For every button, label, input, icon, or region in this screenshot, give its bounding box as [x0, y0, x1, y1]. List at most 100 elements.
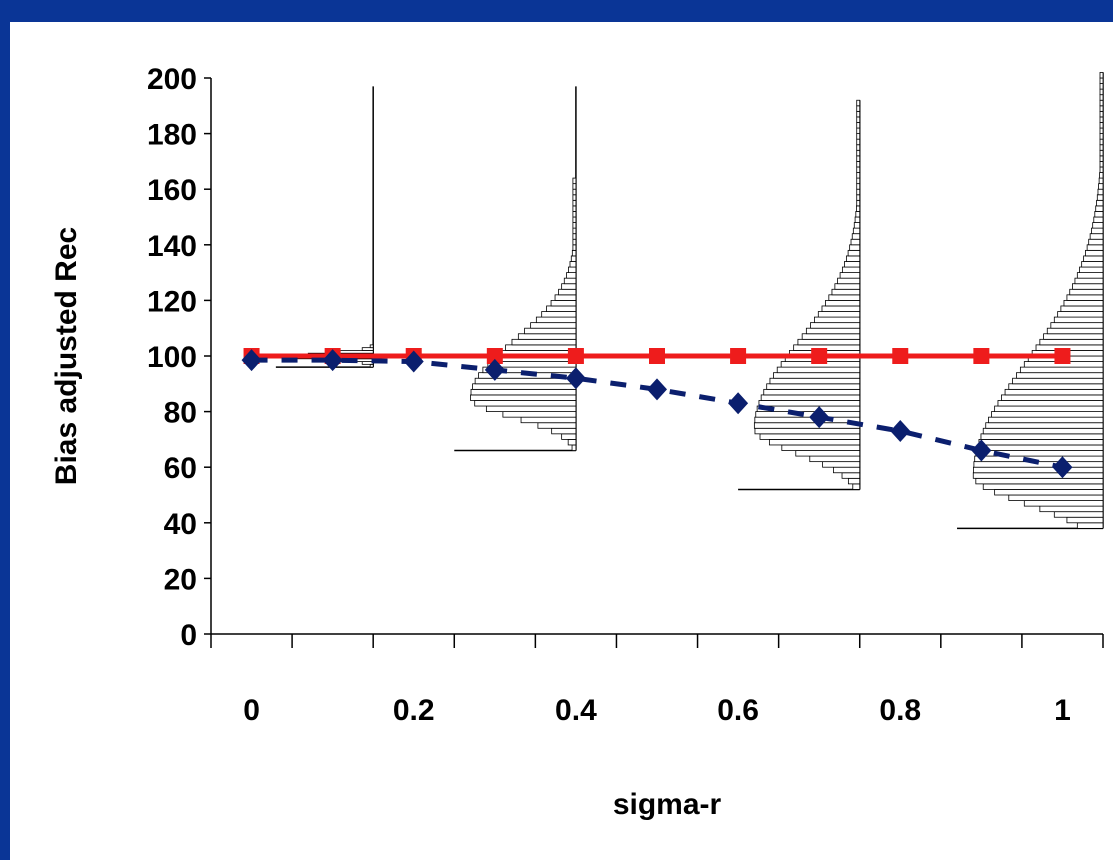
- series-marker-diamond: [403, 350, 424, 373]
- histogram-bar: [567, 438, 577, 446]
- histogram-bar: [1093, 216, 1104, 223]
- histogram-bar: [558, 288, 577, 296]
- histogram-bar: [844, 261, 861, 268]
- histogram-bar: [805, 327, 861, 335]
- histogram-bar: [369, 344, 374, 349]
- histogram-bar: [1099, 127, 1104, 135]
- histogram-bar: [572, 227, 577, 235]
- histogram-bar: [566, 272, 577, 279]
- histogram-bar: [530, 322, 577, 329]
- histogram-bar: [753, 422, 861, 429]
- histogram-bar: [856, 160, 861, 168]
- histogram-bar: [511, 338, 577, 346]
- histogram-bar: [831, 288, 861, 296]
- histogram-bar: [1081, 261, 1104, 268]
- histogram-bar: [1074, 277, 1104, 285]
- histogram-bar: [837, 277, 861, 285]
- histogram-bar: [994, 405, 1104, 413]
- series-marker-square: [486, 348, 503, 364]
- series-marker-diamond: [1052, 456, 1073, 479]
- histogram-bar: [980, 433, 1104, 440]
- histogram-bar: [1092, 222, 1104, 229]
- y-tick-label: 20: [164, 563, 197, 596]
- histogram-bar: [369, 363, 374, 368]
- histogram-bar: [572, 238, 577, 246]
- y-tick-label: 40: [164, 508, 197, 541]
- series-marker-square: [1054, 348, 1071, 364]
- histogram-bar: [758, 400, 861, 407]
- series-marker-diamond: [809, 406, 830, 429]
- histogram-bar: [550, 299, 577, 307]
- histogram-bar: [769, 377, 861, 385]
- histogram-bar: [1099, 105, 1104, 112]
- histogram-bar: [856, 177, 861, 185]
- histogram-bar: [856, 122, 861, 129]
- histogram-bar: [1099, 149, 1104, 157]
- histogram-bar: [982, 483, 1104, 490]
- histogram-bar: [847, 477, 861, 485]
- histogram-bar: [855, 211, 861, 218]
- histogram-bar: [856, 99, 861, 107]
- histogram-bar: [795, 450, 861, 457]
- histogram-bar: [1099, 72, 1104, 79]
- series-marker-square: [649, 348, 665, 364]
- histogram-bar: [854, 216, 861, 223]
- histogram-bar: [1099, 133, 1104, 140]
- histogram-bar: [814, 316, 861, 324]
- y-tick-label: 100: [147, 341, 197, 374]
- histogram-bar: [1096, 199, 1104, 207]
- histogram-bar: [572, 233, 577, 240]
- histogram-bar: [524, 327, 577, 335]
- histogram-bar: [1091, 227, 1104, 235]
- histogram-bar: [505, 344, 577, 351]
- histogram-bar: [1039, 505, 1104, 513]
- series-layer: [241, 348, 1073, 479]
- histogram-bar: [572, 177, 577, 185]
- histogram-bar: [1046, 327, 1104, 335]
- histogram-bar: [856, 194, 861, 201]
- series-marker-square: [892, 348, 909, 364]
- histogram-bar: [1099, 138, 1104, 146]
- histogram-bar: [856, 205, 861, 212]
- histogram-bar: [821, 305, 861, 312]
- histogram-bar: [817, 311, 861, 318]
- y-tick-label: 140: [147, 230, 197, 263]
- histogram-bar: [572, 188, 577, 196]
- histogram-bar: [470, 388, 577, 396]
- histogram-bar: [856, 183, 861, 190]
- histogram-bar: [852, 227, 861, 235]
- histogram-bar: [856, 149, 861, 157]
- series-marker-diamond: [971, 439, 992, 462]
- histogram-bar: [856, 105, 861, 112]
- histogram-bar: [976, 444, 1104, 451]
- y-tick-label: 60: [164, 452, 197, 485]
- distribution-sigma-0.6: [738, 99, 861, 491]
- histogram-bar: [572, 244, 577, 251]
- histogram-bar: [535, 316, 577, 324]
- histogram-bar: [978, 438, 1104, 446]
- histogram-bar: [847, 249, 861, 257]
- histogram-bar: [856, 144, 861, 151]
- histogram-bar: [988, 416, 1104, 424]
- histogram-bar: [1069, 288, 1104, 296]
- histogram-bar: [572, 216, 577, 223]
- x-tick-label: 0.2: [393, 694, 435, 727]
- histogram-bar: [1099, 172, 1104, 179]
- histogram-bar: [485, 405, 577, 413]
- histogram-bar: [1012, 377, 1104, 385]
- y-tick-label: 80: [164, 397, 197, 430]
- histogram-bar: [1099, 160, 1104, 168]
- histogram-bar: [1099, 166, 1104, 173]
- histogram-bar: [856, 116, 861, 123]
- histogram-bar: [1088, 238, 1104, 246]
- histogram-bar: [1060, 305, 1104, 312]
- histogram-bar: [856, 138, 861, 146]
- histogram-bar: [1099, 155, 1104, 162]
- histogram-bar: [572, 199, 577, 207]
- x-tick-label: 0.8: [879, 694, 921, 727]
- histogram-bar: [994, 489, 1104, 496]
- histogram-bar: [1076, 522, 1104, 529]
- series-marker-diamond: [728, 392, 749, 415]
- histogram-bar: [825, 299, 861, 307]
- series-marker-square: [973, 348, 990, 364]
